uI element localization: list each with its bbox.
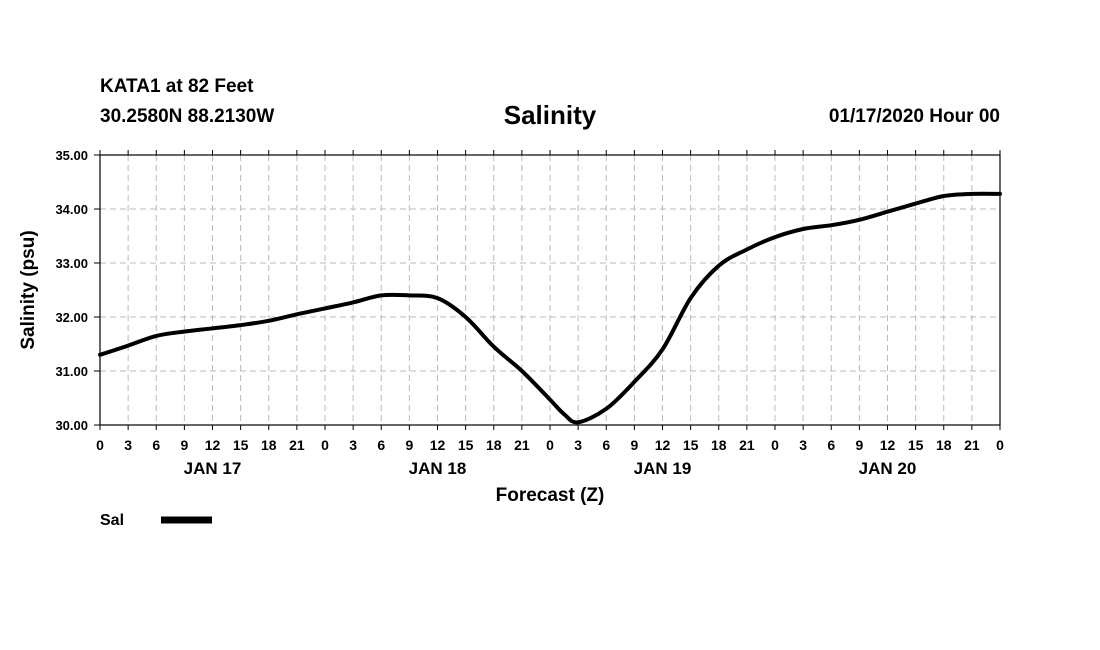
x-tick-label: 9 (405, 437, 413, 453)
day-label: JAN 18 (409, 459, 467, 478)
x-tick-label: 18 (486, 437, 502, 453)
day-label: JAN 19 (634, 459, 692, 478)
x-tick-label: 12 (205, 437, 221, 453)
day-label: JAN 17 (184, 459, 242, 478)
x-tick-label: 0 (771, 437, 779, 453)
x-tick-label: 6 (152, 437, 160, 453)
x-tick-label: 18 (936, 437, 952, 453)
y-tick-label: 30.00 (55, 418, 88, 433)
x-tick-label: 15 (908, 437, 924, 453)
x-tick-label: 6 (602, 437, 610, 453)
x-tick-label: 0 (96, 437, 104, 453)
series-line-sal (98, 191, 1002, 425)
grid-lines (100, 155, 1000, 425)
x-tick-label: 3 (574, 437, 582, 453)
y-tick-label: 33.00 (55, 256, 88, 271)
x-tick-label: 0 (546, 437, 554, 453)
day-label: JAN 20 (859, 459, 917, 478)
y-axis-ticks: 30.00 31.00 32.00 33.00 34.00 35.00 (55, 148, 100, 433)
x-tick-label: 15 (683, 437, 699, 453)
x-axis-label: Forecast (Z) (496, 485, 605, 506)
forecast-issue-time: 01/17/2020 Hour 00 (828, 106, 1000, 127)
chart-title: Salinity (503, 100, 597, 130)
x-tick-label: 0 (321, 437, 329, 453)
legend-label-sal: Sal (100, 512, 124, 529)
x-axis-ticks: 0 3 6 9 12 15 18 21 0 3 6 9 12 15 18 21 0 3 6 9 12 15 18 21 0 3 6 9… (96, 150, 1004, 453)
x-tick-label: 18 (711, 437, 727, 453)
x-tick-label: 6 (827, 437, 835, 453)
y-axis-label: Salinity (psu) (18, 230, 39, 349)
y-tick-label: 35.00 (55, 148, 88, 163)
x-tick-label: 9 (180, 437, 188, 453)
station-label: KATA1 at 82 Feet (100, 76, 254, 97)
x-tick-label: 21 (964, 437, 980, 453)
x-tick-label: 3 (349, 437, 357, 453)
x-tick-label: 6 (377, 437, 385, 453)
x-tick-label: 15 (233, 437, 249, 453)
x-tick-label: 9 (630, 437, 638, 453)
y-tick-label: 34.00 (55, 202, 88, 217)
day-labels: JAN 17 JAN 18 JAN 19 JAN 20 (184, 459, 917, 478)
y-tick-label: 32.00 (55, 310, 88, 325)
x-tick-label: 9 (855, 437, 863, 453)
x-tick-label: 3 (124, 437, 132, 453)
x-tick-label: 18 (261, 437, 277, 453)
x-tick-label: 12 (880, 437, 896, 453)
x-tick-label: 12 (655, 437, 671, 453)
y-tick-label: 31.00 (55, 364, 88, 379)
x-tick-label: 3 (799, 437, 807, 453)
station-coordinates: 30.2580N 88.2130W (100, 106, 275, 127)
x-tick-label: 21 (739, 437, 755, 453)
x-tick-label: 21 (514, 437, 530, 453)
x-tick-label: 12 (430, 437, 446, 453)
plot-frame (99, 154, 1001, 426)
legend: Sal (100, 512, 212, 529)
x-tick-label: 21 (289, 437, 305, 453)
x-tick-label: 0 (996, 437, 1004, 453)
x-tick-label: 15 (458, 437, 474, 453)
